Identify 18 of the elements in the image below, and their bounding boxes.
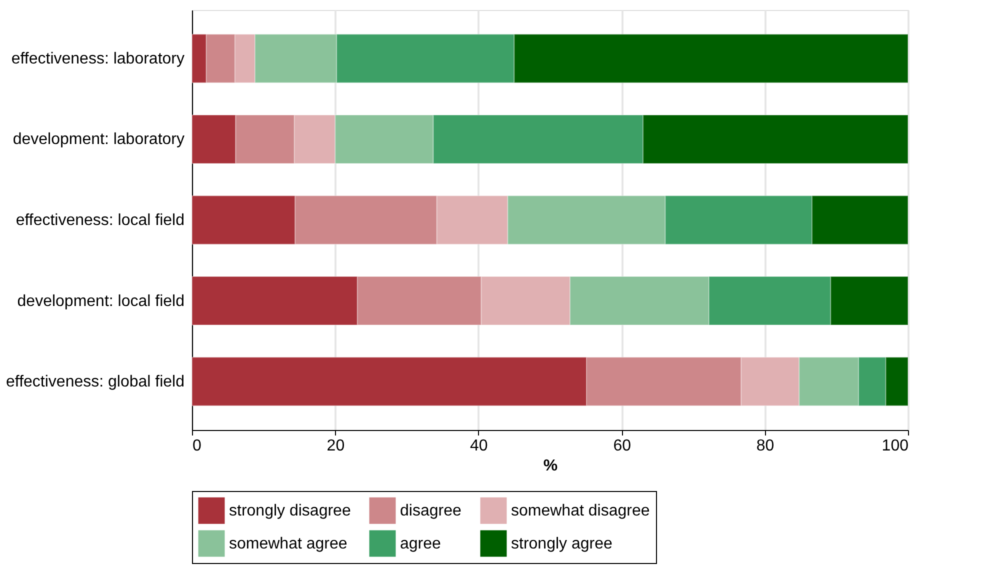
x-tick-label: 60 — [613, 438, 632, 454]
legend-label: strongly agree — [511, 536, 612, 552]
y-tick-label: development: local field — [17, 292, 184, 310]
y-tick-label: effectiveness: laboratory — [11, 50, 184, 68]
x-tick-label: 40 — [470, 438, 488, 454]
x-tick-label: 20 — [326, 438, 345, 454]
y-tick-label: development: laboratory — [12, 131, 184, 148]
legend-label: disagree — [400, 502, 462, 520]
x-tick-label: 80 — [756, 438, 774, 454]
legend-label: somewhat agree — [229, 536, 348, 552]
x-axis-title: % — [543, 458, 558, 474]
legend-label: agree — [400, 536, 442, 552]
x-tick-label: 0 — [192, 438, 202, 454]
y-tick-label: effectiveness: global field — [6, 374, 184, 391]
y-tick-label: effectiveness: local field — [16, 212, 184, 229]
legend-label: somewhat disagree — [511, 502, 650, 520]
legend-label: strongly disagree — [229, 502, 351, 520]
x-tick-label: 100 — [882, 438, 909, 454]
